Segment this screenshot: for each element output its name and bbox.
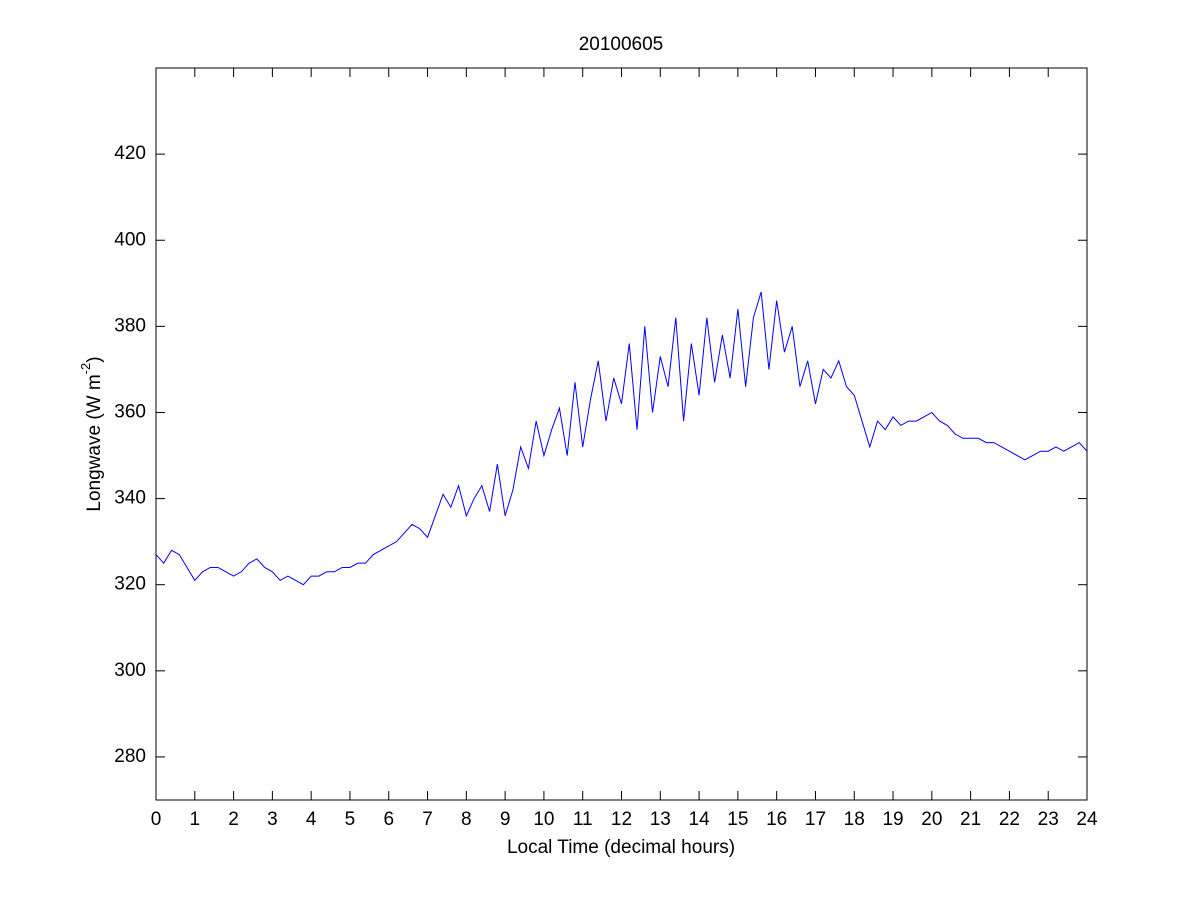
plot-area [155,67,1088,801]
x-tick-label: 19 [882,809,903,830]
x-tick-label: 6 [383,809,394,830]
y-tick-label: 340 [114,488,146,509]
x-tick-label: 23 [1038,809,1059,830]
x-tick-label: 14 [689,809,711,830]
y-axis-label: Longwave (W m-2) [78,356,105,511]
y-tick-label: 420 [114,143,146,164]
x-tick-label: 2 [228,809,239,830]
y-tick-label: 400 [114,229,146,250]
x-tick-label: 12 [611,809,632,830]
x-tick-label: 7 [422,809,433,830]
y-axis-label-end: ) [84,356,105,362]
x-tick-label: 22 [999,809,1020,830]
x-tick-label: 4 [306,809,317,830]
x-tick-label: 24 [1076,809,1098,830]
x-tick-label: 9 [500,809,511,830]
x-tick-label: 20 [921,809,942,830]
x-tick-label: 1 [190,809,201,830]
x-tick-label: 13 [650,809,671,830]
x-tick-label: 21 [960,809,981,830]
y-tick-label: 320 [114,574,146,595]
x-axis-label: Local Time (decimal hours) [507,837,735,858]
x-tick-label: 11 [573,809,593,830]
x-tick-label: 3 [267,809,278,830]
y-tick-label: 380 [114,315,146,336]
x-tick-label: 17 [805,809,826,830]
x-tick-label: 8 [461,809,472,830]
chart-title: 20100605 [579,34,664,55]
y-tick-label: 300 [114,660,146,681]
x-tick-label: 18 [844,809,865,830]
y-tick-label: 280 [114,746,146,767]
x-tick-label: 0 [151,809,162,830]
y-axis-label-main: Longwave (W m [84,374,105,511]
x-tick-label: 16 [766,809,787,830]
x-tick-label: 5 [345,809,356,830]
y-tick-label: 360 [114,401,146,422]
y-axis-label-sup: -2 [78,363,93,375]
x-tick-label: 10 [533,809,554,830]
x-tick-label: 15 [727,809,748,830]
data-line [155,291,1088,586]
